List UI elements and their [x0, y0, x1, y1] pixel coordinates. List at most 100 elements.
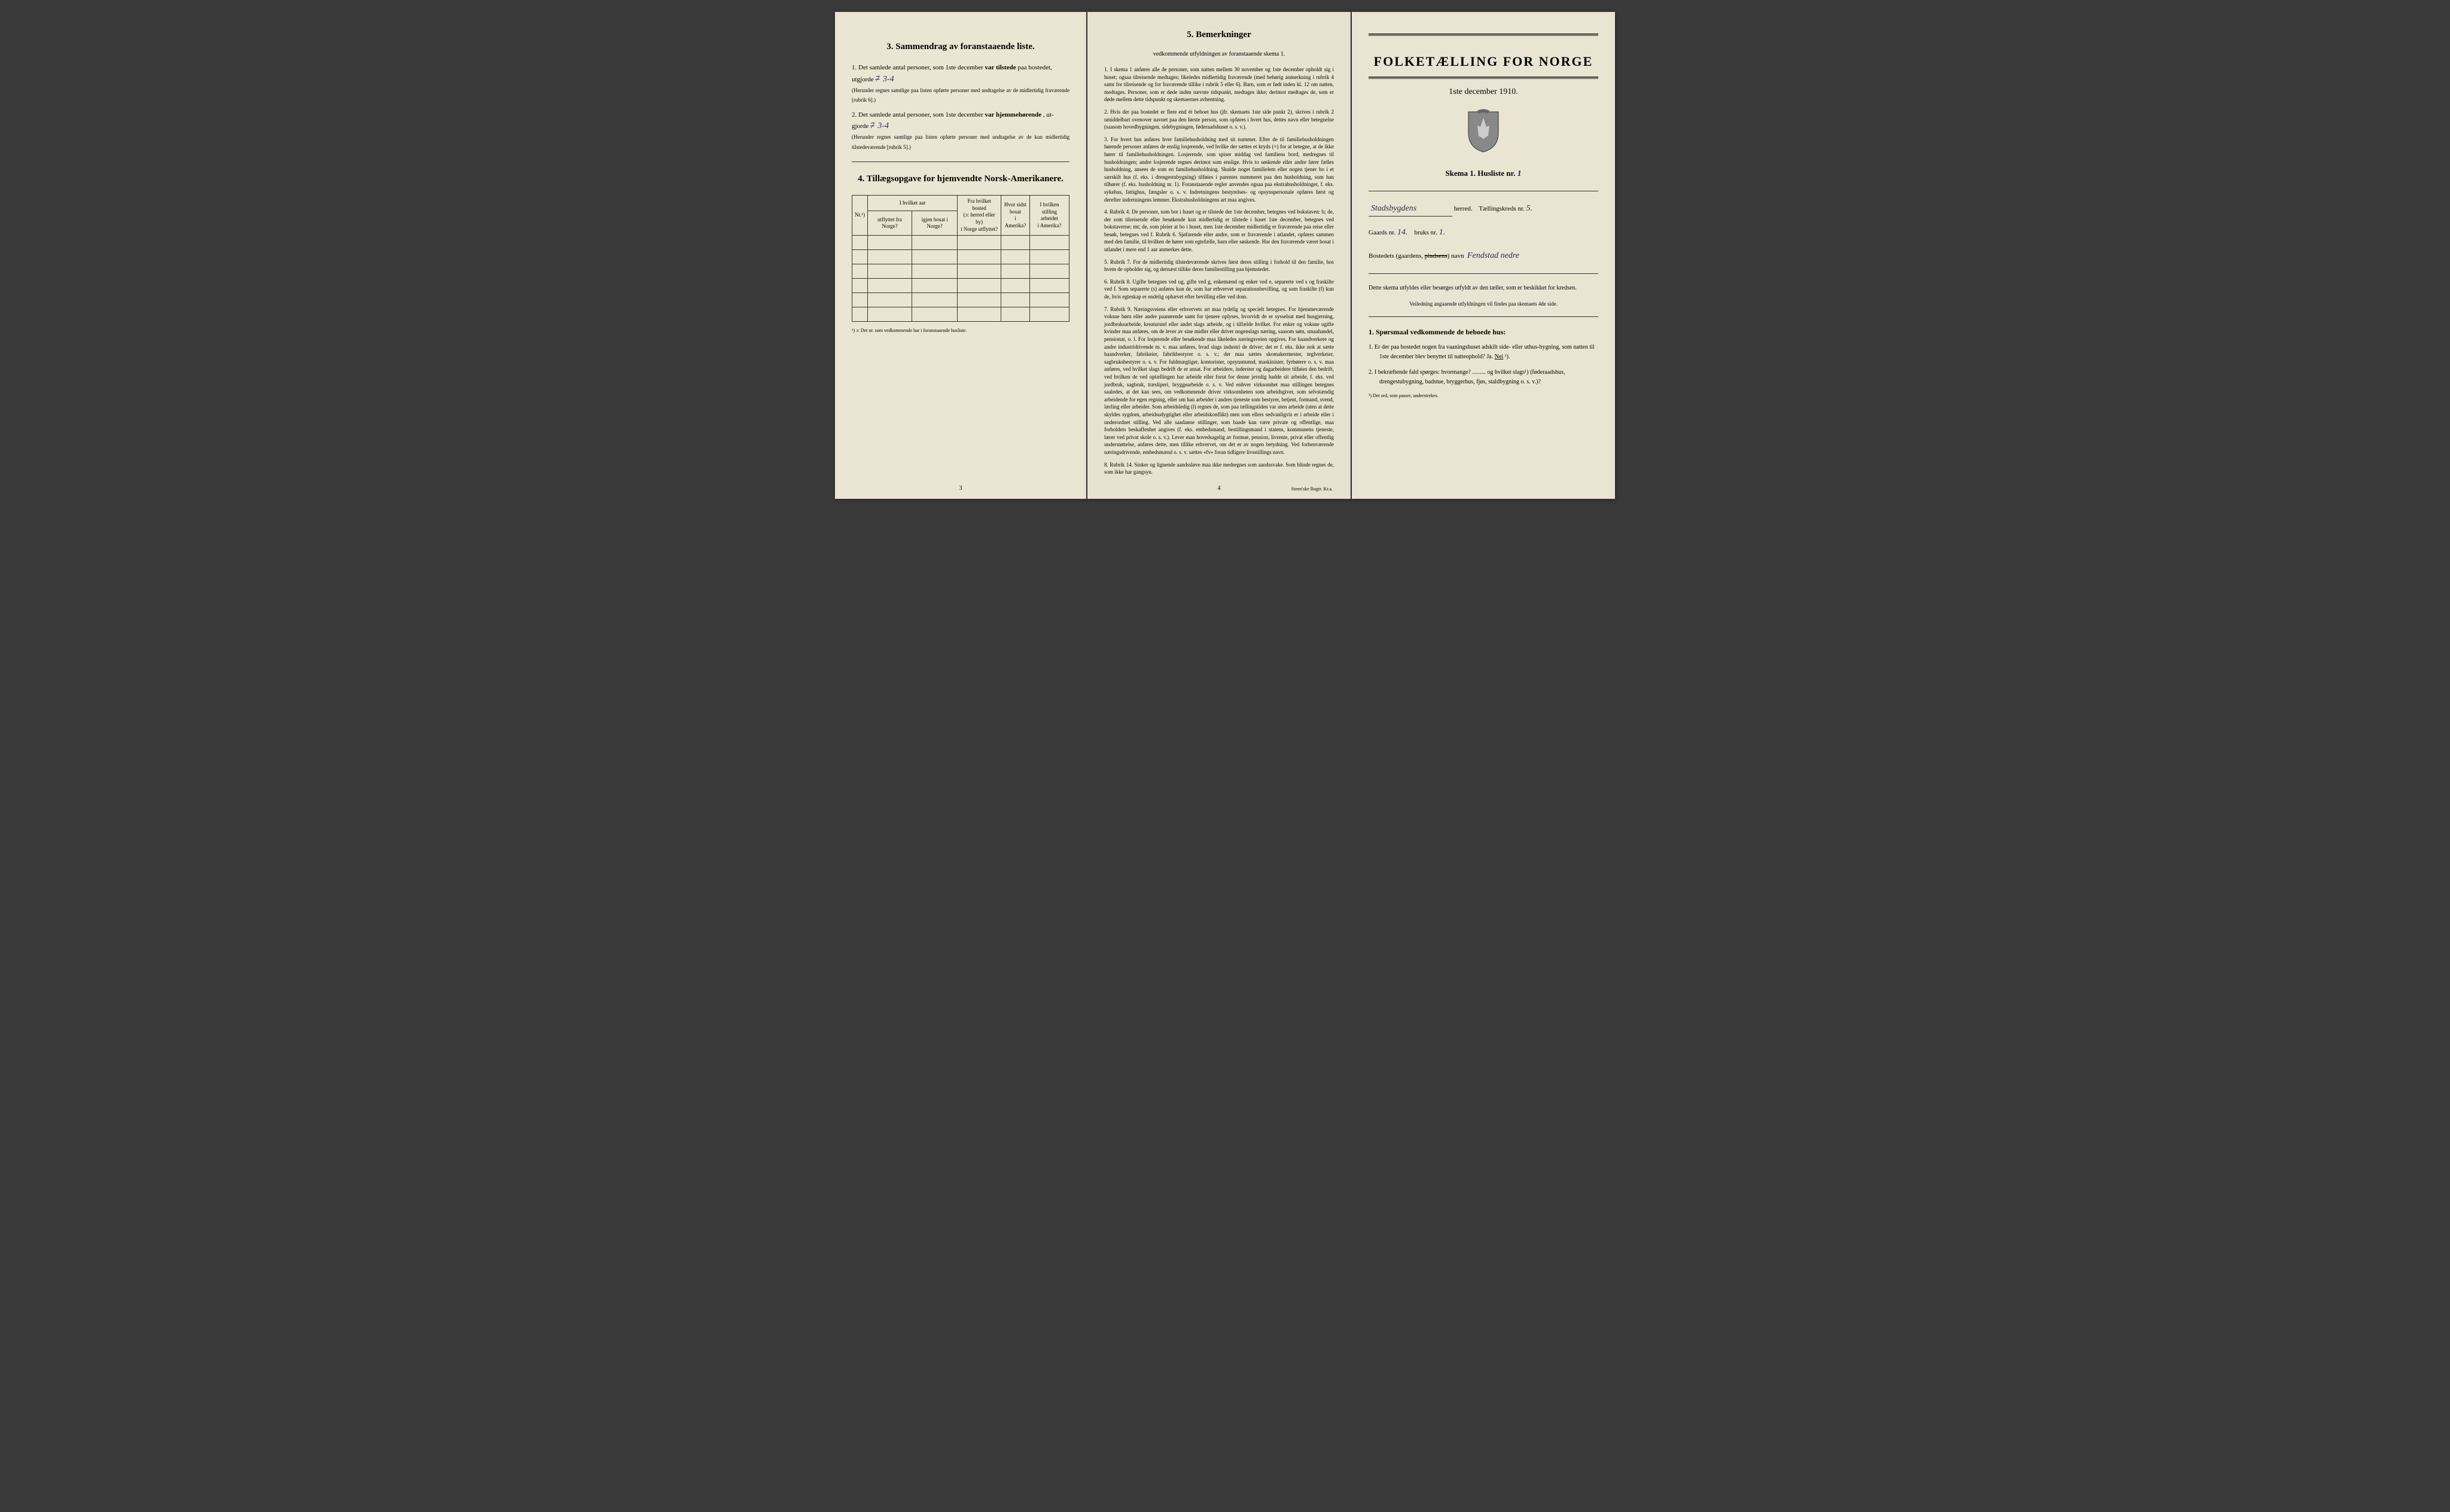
table-cell [958, 264, 1001, 279]
q1-text: 1. Er der paa bostedet nogen fra vaaning… [1369, 344, 1595, 360]
item1-struck-value: 7 [875, 75, 879, 84]
remark-item: 1. I skema 1 anføres alle de personer, s… [1104, 66, 1334, 103]
table-cell [912, 279, 958, 293]
question-heading: 1. Spørsmaal vedkommende de beboede hus: [1369, 328, 1598, 337]
table-cell [867, 236, 912, 250]
table-cell [852, 264, 868, 279]
remark-number: 8. [1104, 462, 1110, 468]
page-cover: FOLKETÆLLING FOR NORGE 1ste december 191… [1352, 12, 1615, 499]
instruction-sub: Veiledning angaaende utfyldningen vil fi… [1369, 301, 1598, 307]
table-cell [1030, 279, 1069, 293]
col5-l3: i Amerika? [1038, 222, 1062, 228]
col2-header: I hvilket aar [867, 196, 957, 211]
col5-l2: arbeidet [1041, 215, 1058, 221]
question-block: 1. Spørsmaal vedkommende de beboede hus:… [1369, 328, 1598, 387]
item2-value: 3-4 [877, 121, 889, 130]
herred-value: Stadsbygdens [1369, 201, 1452, 217]
section-3-heading: 3. Sammendrag av foranstaaende liste. [852, 42, 1069, 52]
col1-header: Nr.¹) [852, 196, 868, 236]
table-cell [1001, 279, 1029, 293]
section4-footnote: ¹) ɔ: Det nr. som vedkommende har i fora… [852, 328, 1069, 333]
bosted-line: Bostedets (gaardens, pladsens) navn Fend… [1369, 248, 1598, 263]
table-cell [867, 307, 912, 322]
table-cell [867, 293, 912, 307]
remark-number: 4. [1104, 209, 1110, 215]
col3-l3: i Norge utflyttet? [961, 226, 998, 232]
table-cell [867, 264, 912, 279]
herred-label: herred. [1454, 205, 1473, 212]
remark-text: Rubrik 7. For de midlertidig tilstedevær… [1104, 259, 1334, 273]
title-rule-bottom [1369, 77, 1598, 79]
table-cell [1001, 264, 1029, 279]
table-cell [852, 307, 868, 322]
coat-of-arms-icon [1369, 109, 1598, 157]
page-4: 5. Bemerkninger vedkommende utfyldningen… [1087, 12, 1351, 499]
table-cell [958, 250, 1001, 264]
printer-footer: Steen'ske Bogtr. Kr.a. [1291, 486, 1333, 492]
table-cell [852, 279, 868, 293]
document-container: 3. Sammendrag av foranstaaende liste. 1.… [835, 12, 1615, 499]
table-cell [958, 279, 1001, 293]
divider-right-2 [1369, 273, 1598, 274]
section-4-heading: 4. Tillægsopgave for hjemvendte Norsk-Am… [852, 174, 1069, 184]
bruks-label: bruks nr. [1414, 229, 1437, 236]
title-rule-top [1369, 33, 1598, 36]
section-5-subheading: vedkommende utfyldningen av foranstaaend… [1104, 51, 1334, 57]
remark-number: 5. [1104, 259, 1110, 265]
remark-text: Rubrik 8. Ugifte betegnes ved ug, gifte … [1104, 279, 1334, 300]
remark-number: 6. [1104, 279, 1110, 285]
table-cell [1001, 293, 1029, 307]
bosted-struck: pladsens [1425, 252, 1448, 260]
table-body [852, 236, 1069, 322]
gaards-label: Gaards nr. [1369, 229, 1395, 236]
remark-number: 1. [1104, 66, 1110, 72]
skema-label: Skema 1. Husliste nr. [1445, 169, 1515, 178]
q2-text: 2. I bekræftende fald spørges: hvormange… [1369, 369, 1565, 385]
col4-l2: bosat [1010, 209, 1021, 215]
item2-line2-prefix: gjorde [852, 123, 870, 130]
table-cell [958, 307, 1001, 322]
remark-number: 3. [1104, 136, 1111, 142]
remark-number: 7. [1104, 306, 1110, 312]
col2-sub2: igjen bosat i Norge? [912, 211, 958, 236]
table-row [852, 264, 1069, 279]
remark-number: 2. [1104, 109, 1110, 115]
item2-prefix: 2. Det samlede antal personer, som 1ste … [852, 111, 985, 118]
table-cell [1030, 250, 1069, 264]
col3-l1: Fra hvilket bosted [967, 198, 991, 211]
bosted-label: Bostedets (gaardens, [1369, 252, 1423, 260]
remark-item: 3. For hvert hus anføres hver familiehus… [1104, 136, 1334, 203]
section4-table: Nr.¹) I hvilket aar Fra hvilket bosted (… [852, 195, 1069, 322]
remark-text: For hvert hus anføres hver familiehushol… [1104, 136, 1334, 203]
section-5-heading: 5. Bemerkninger [1104, 30, 1334, 40]
item1-note: (Herunder regnes samtlige paa listen opf… [852, 87, 1069, 103]
remark-text: Rubrik 4. De personer, som bor i huset o… [1104, 209, 1334, 252]
remark-item: 2. Hvis der paa bostedet er flere end ét… [1104, 108, 1334, 131]
table-cell [867, 279, 912, 293]
table-row [852, 236, 1069, 250]
kreds-label: Tællingskreds nr. [1479, 205, 1524, 212]
col4-l3: i Amerika? [1005, 215, 1026, 228]
col5-l1: I hvilken stilling [1040, 202, 1059, 215]
item1-suffix: paa bostedet, [1017, 64, 1052, 71]
skema-line: Skema 1. Husliste nr. 1 [1369, 169, 1598, 179]
item2-suffix: , ut- [1043, 111, 1054, 118]
table-row [852, 250, 1069, 264]
divider-right-3 [1369, 316, 1598, 317]
divider [852, 161, 1069, 162]
remark-text: Rubrik 14. Sinker og lignende aandssløve… [1104, 462, 1334, 475]
table-cell [958, 236, 1001, 250]
remark-item: 5. Rubrik 7. For de midlertidig tilstede… [1104, 258, 1334, 273]
item1-value: 3-4 [883, 75, 894, 84]
table-cell [1001, 307, 1029, 322]
remark-item: 7. Rubrik 9. Næringsveiens eller erhverv… [1104, 306, 1334, 456]
main-title: FOLKETÆLLING FOR NORGE [1369, 54, 1598, 69]
page-number-4: 4 [1218, 485, 1221, 492]
item1-line2-prefix: utgjorde [852, 76, 875, 83]
table-cell [852, 236, 868, 250]
table-cell [1030, 236, 1069, 250]
question-1: 1. Er der paa bostedet nogen fra vaaning… [1369, 343, 1598, 362]
item1-prefix: 1. Det samlede antal personer, som 1ste … [852, 64, 985, 71]
item2-note: (Herunder regnes samtlige paa listen opf… [852, 134, 1069, 150]
table-cell [1030, 307, 1069, 322]
